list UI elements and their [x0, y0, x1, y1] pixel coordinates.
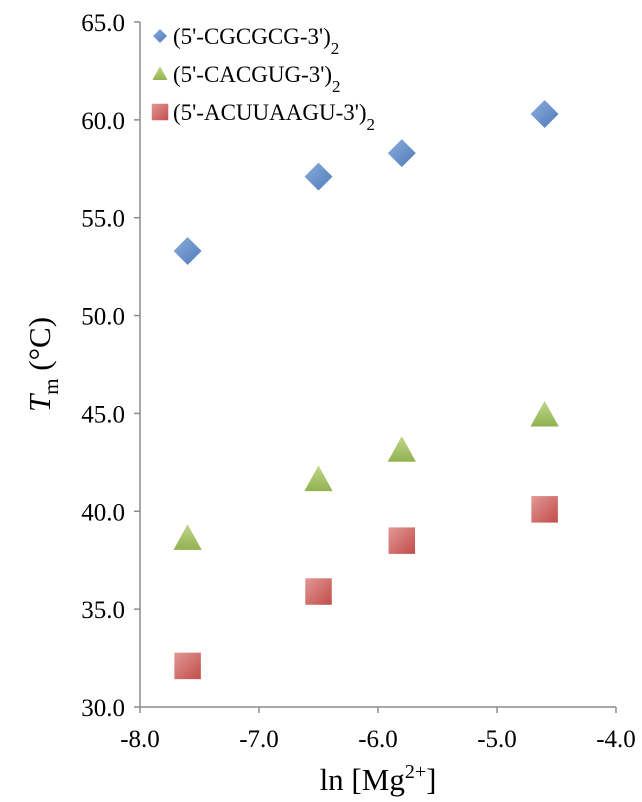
legend-label-sub: 2 — [332, 77, 341, 96]
point-triangle — [170, 521, 205, 552]
legend-marker-diamond — [150, 26, 170, 46]
point-triangle — [301, 462, 336, 493]
legend-label: (5'-CGCGCG-3')2 — [173, 24, 339, 58]
legend: (5'-CGCGCG-3')2(5'-CACGUG-3')2(5'-ACUUAA… — [149, 24, 375, 134]
y-axis-title-main: T — [22, 392, 57, 412]
x-tick-label: -7.0 — [239, 726, 279, 753]
y-ticks: 30.0 35.0 40.0 45.0 50.0 55.0 60.0 65.0 — [81, 10, 140, 722]
series-square — [172, 494, 560, 681]
legend-label-text: (5'-CACGUG-3') — [173, 62, 332, 87]
point-diamond — [302, 160, 335, 193]
point-diamond — [171, 234, 204, 268]
legend-marker-square — [150, 102, 170, 122]
point-square — [387, 525, 417, 556]
x-ticks: -8.0 -7.0 -6.0 -5.0 -4.0 — [120, 707, 636, 753]
data-points — [170, 97, 562, 681]
legend-label: (5'-ACUUAAGU-3')2 — [173, 100, 375, 134]
series-triangle — [170, 397, 562, 552]
legend-label-sub: 2 — [331, 39, 340, 58]
x-tick-label: -8.0 — [120, 726, 160, 753]
x-tick-label: -5.0 — [477, 726, 517, 753]
y-tick-label: 40.0 — [81, 499, 125, 526]
x-axis-title-sup: 2+ — [405, 761, 426, 783]
y-axis-title: Tm (°C) — [22, 317, 63, 412]
y-tick-label: 55.0 — [81, 206, 125, 233]
y-tick-label: 65.0 — [81, 10, 125, 37]
y-tick-label: 30.0 — [81, 695, 125, 722]
x-tick-label: -6.0 — [358, 726, 398, 753]
legend-label-text: (5'-ACUUAAGU-3') — [173, 100, 367, 125]
y-tick-label: 35.0 — [81, 597, 125, 624]
y-axis-title-rest: (°C) — [22, 317, 57, 378]
point-square — [529, 494, 560, 525]
point-triangle — [527, 397, 562, 429]
point-square — [172, 651, 203, 681]
y-tick-label: 50.0 — [81, 304, 125, 331]
series-diamond — [171, 97, 561, 268]
x-axis-title-suffix: ] — [426, 762, 436, 797]
legend-label-text: (5'-CGCGCG-3') — [173, 24, 331, 49]
x-axis-title-prefix: ln [Mg — [320, 762, 405, 797]
point-diamond — [385, 137, 418, 170]
legend-marker-triangle — [149, 63, 171, 82]
x-axis-title: ln [Mg2+] — [320, 761, 437, 797]
y-tick-label: 45.0 — [81, 401, 125, 428]
point-diamond — [528, 97, 561, 131]
x-tick-label: -4.0 — [596, 726, 636, 753]
point-triangle — [385, 432, 419, 464]
legend-label: (5'-CACGUG-3')2 — [173, 62, 341, 96]
y-tick-label: 60.0 — [81, 108, 125, 135]
point-square — [303, 576, 334, 607]
legend-label-sub: 2 — [367, 115, 376, 134]
y-axis-title-sub: m — [39, 378, 63, 394]
